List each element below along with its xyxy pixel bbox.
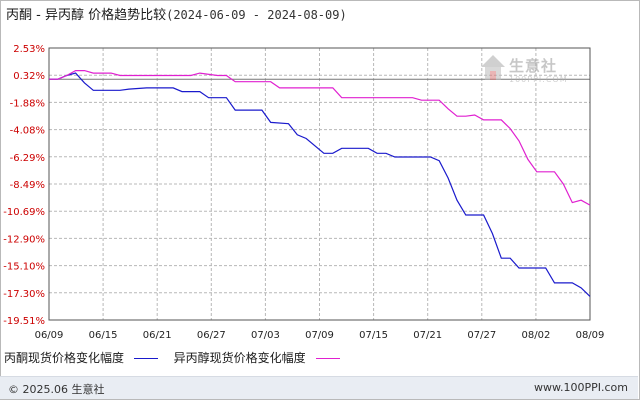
legend-label-acetone: 丙酮现货价格变化幅度 (4, 351, 125, 365)
x-tick-label: 06/15 (89, 330, 118, 341)
watermark-logo: 生意社 100PPI.COM (479, 53, 579, 93)
chart-title: 丙酮 - 异丙醇 价格趋势比较(2024-06-09 - 2024-08-09) (6, 4, 347, 23)
legend-item-isopropanol: 异丙醇现货价格变化幅度 (174, 349, 340, 366)
legend-label-isopropanol: 异丙醇现货价格变化幅度 (173, 351, 306, 365)
x-tick-label: 07/03 (251, 330, 280, 341)
legend-swatch-acetone (133, 358, 158, 359)
chart-legend: 丙酮现货价格变化幅度 异丙醇现货价格变化幅度 (4, 349, 352, 366)
y-tick-label: -12.90% (3, 234, 45, 245)
chart-title-range: (2024-06-09 - 2024-08-09) (166, 8, 347, 22)
y-tick-label: -19.51% (3, 316, 45, 327)
y-tick-label: -8.49% (10, 180, 45, 191)
x-tick-label: 06/21 (143, 330, 172, 341)
y-tick-label: -15.10% (3, 262, 45, 273)
y-tick-label: -4.08% (10, 126, 45, 137)
x-tick-label: 06/27 (197, 330, 226, 341)
legend-item-acetone: 丙酮现货价格变化幅度 (4, 349, 158, 366)
house-icon (481, 55, 505, 80)
y-tick-label: -6.29% (10, 153, 45, 164)
legend-swatch-isopropanol (315, 358, 340, 359)
y-tick-label: 0.32% (13, 71, 45, 82)
x-tick-label: 08/09 (576, 330, 605, 341)
x-tick-label: 08/02 (521, 330, 550, 341)
chart-title-main: 丙酮 - 异丙醇 价格趋势比较 (6, 8, 167, 23)
y-tick-label: -1.88% (10, 98, 45, 109)
plot-border (48, 47, 591, 321)
series-line-acetone (49, 72, 591, 297)
series-line-isopropanol (49, 69, 591, 206)
x-tick-label: 06/09 (35, 330, 64, 341)
x-tick-label: 07/09 (305, 330, 334, 341)
x-tick-label: 07/27 (467, 330, 496, 341)
footer-copyright: © 2025.06 生意社 (8, 383, 105, 396)
tick-labels: 2.53% 0.32% -1.88% -4.08% -6.29% -8.49% -10.69… (3, 44, 604, 341)
watermark-brand: 生意社 (509, 57, 558, 75)
y-tick-label: 2.53% (13, 44, 45, 55)
x-tick-label: 07/21 (413, 330, 442, 341)
series-layer (49, 69, 591, 297)
x-tick-label: 07/15 (359, 330, 388, 341)
y-tick-label: -10.69% (3, 207, 45, 218)
y-tick-label: -17.30% (3, 289, 45, 300)
footer-site-link[interactable]: www.100PPI.com (534, 381, 628, 394)
footer-bar: © 2025.06 生意社 www.100PPI.com (0, 376, 638, 399)
watermark-url: 100PPI.COM (509, 75, 568, 84)
